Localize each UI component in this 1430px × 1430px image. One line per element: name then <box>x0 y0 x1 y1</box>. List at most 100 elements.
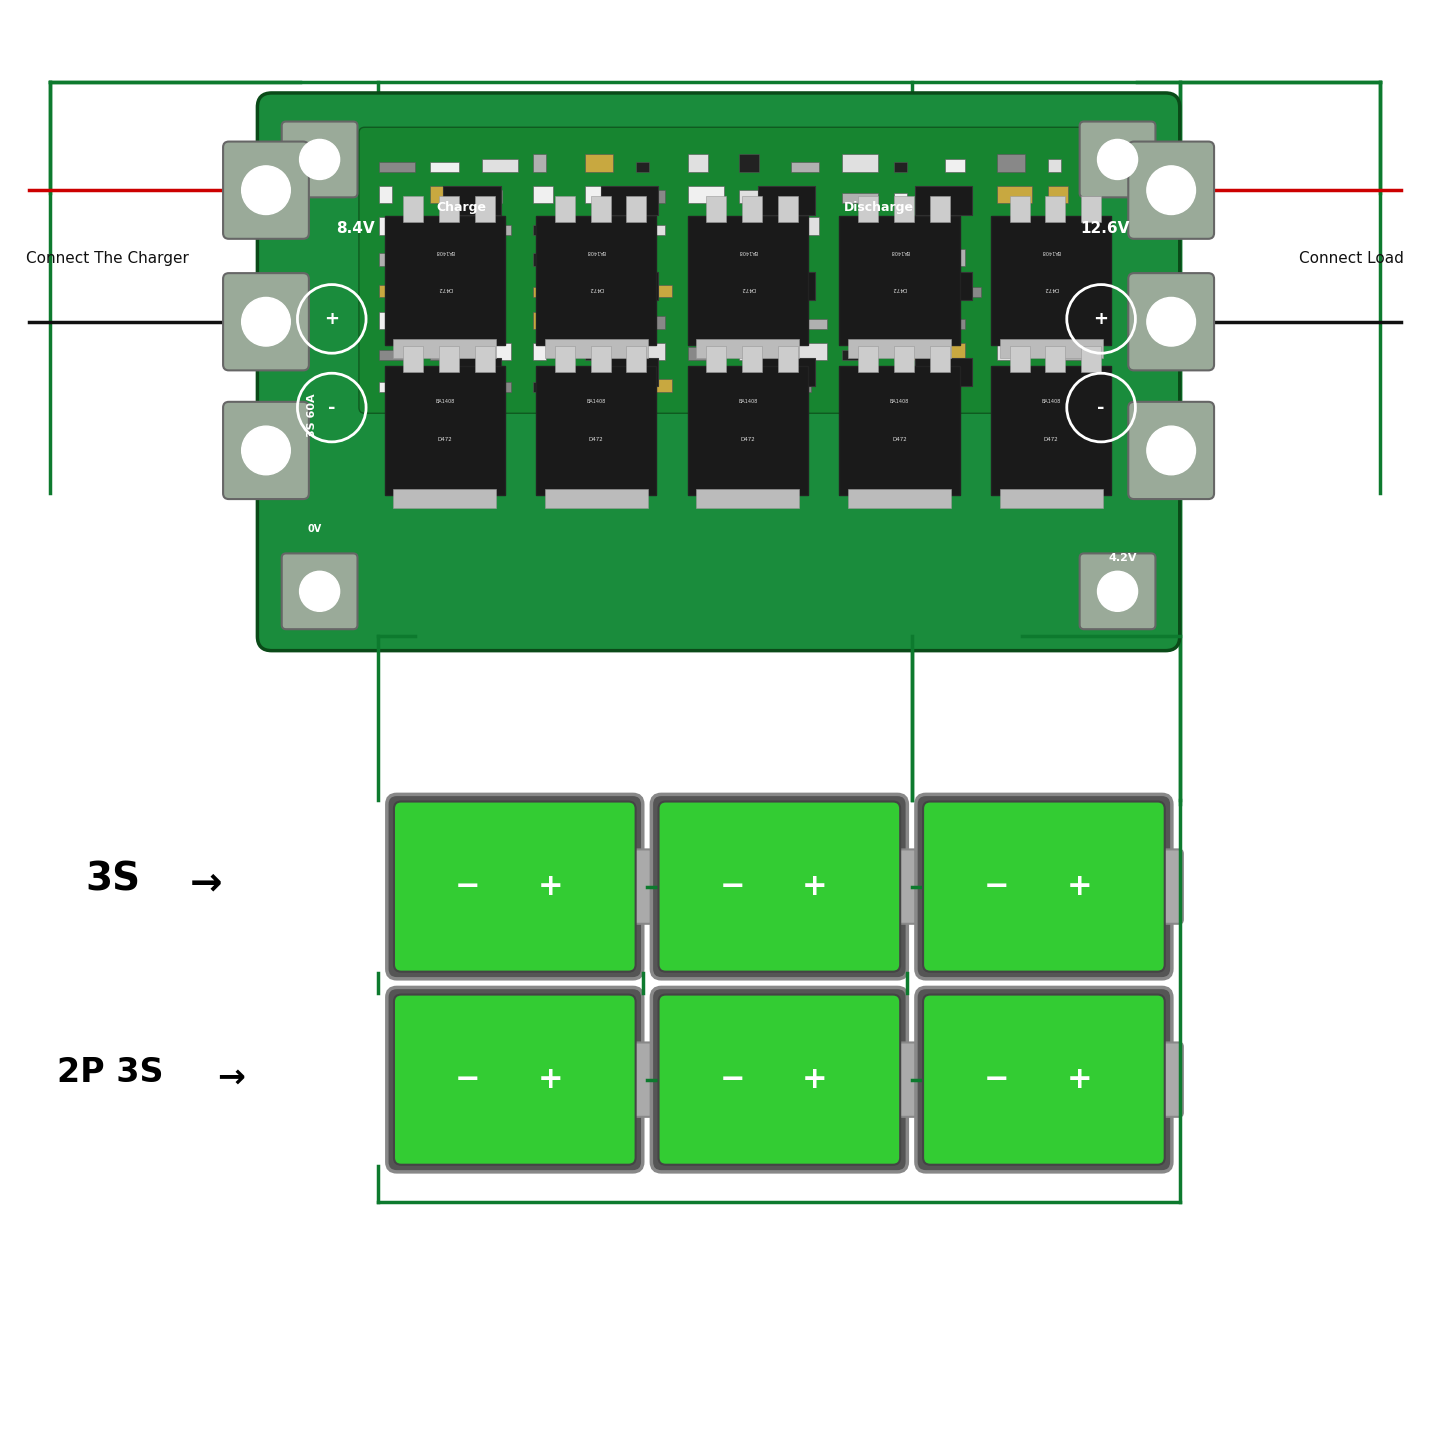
Bar <box>1048 316 1061 329</box>
Text: −: − <box>719 872 745 901</box>
Bar <box>430 225 450 235</box>
Text: →: → <box>217 1060 246 1094</box>
Bar <box>842 382 871 392</box>
Bar <box>1048 382 1084 392</box>
Bar <box>791 193 804 203</box>
Bar <box>430 319 443 329</box>
Bar <box>430 350 443 360</box>
Bar <box>482 190 502 203</box>
Text: +: + <box>1067 872 1093 901</box>
FancyBboxPatch shape <box>924 801 1164 972</box>
Bar <box>591 196 611 222</box>
Bar <box>742 346 762 372</box>
Bar <box>555 196 575 222</box>
Bar <box>430 379 450 392</box>
Bar <box>945 319 965 329</box>
FancyBboxPatch shape <box>991 366 1111 495</box>
Text: Connect The Charger: Connect The Charger <box>26 252 189 266</box>
Bar <box>443 186 500 214</box>
Bar <box>601 272 658 300</box>
Circle shape <box>300 140 340 180</box>
Text: Charge: Charge <box>436 200 486 214</box>
Bar <box>430 186 450 203</box>
Text: +: + <box>538 872 563 901</box>
FancyBboxPatch shape <box>536 216 656 345</box>
Bar <box>791 343 827 360</box>
Bar <box>482 159 518 172</box>
Bar <box>533 312 562 329</box>
Bar <box>403 196 423 222</box>
FancyBboxPatch shape <box>659 995 901 1164</box>
Bar <box>636 379 672 392</box>
FancyBboxPatch shape <box>395 801 636 972</box>
Bar <box>778 196 798 222</box>
Bar <box>894 196 914 222</box>
Bar <box>379 285 392 297</box>
FancyBboxPatch shape <box>223 402 309 499</box>
Bar <box>379 162 415 172</box>
Bar <box>585 225 621 235</box>
Text: −: − <box>984 1065 1010 1094</box>
Bar <box>739 319 752 329</box>
Text: D472: D472 <box>741 286 755 292</box>
Circle shape <box>1147 297 1195 346</box>
Bar <box>601 186 658 214</box>
FancyBboxPatch shape <box>536 366 656 495</box>
FancyBboxPatch shape <box>839 216 960 345</box>
Bar <box>1048 256 1068 266</box>
FancyBboxPatch shape <box>223 273 309 370</box>
Text: 0V: 0V <box>307 525 322 533</box>
Bar <box>403 346 423 372</box>
Text: +: + <box>1094 310 1108 327</box>
Bar <box>791 379 811 392</box>
Text: D472: D472 <box>438 436 452 442</box>
Bar <box>393 489 496 508</box>
FancyBboxPatch shape <box>257 93 1180 651</box>
Text: −: − <box>455 872 480 901</box>
FancyBboxPatch shape <box>917 988 1173 1173</box>
Bar <box>758 272 815 300</box>
Text: BA1408: BA1408 <box>435 399 455 405</box>
FancyBboxPatch shape <box>282 553 358 629</box>
Text: 8.4V: 8.4V <box>336 222 375 236</box>
FancyBboxPatch shape <box>688 366 808 495</box>
FancyBboxPatch shape <box>359 127 1100 413</box>
Text: D472: D472 <box>892 436 907 442</box>
Bar <box>533 253 553 266</box>
Bar <box>1000 339 1103 358</box>
Bar <box>1081 196 1101 222</box>
Bar <box>379 217 408 235</box>
Text: →: → <box>190 865 223 902</box>
Circle shape <box>242 166 290 214</box>
FancyBboxPatch shape <box>385 366 505 495</box>
Circle shape <box>1147 166 1195 214</box>
Bar <box>482 225 511 235</box>
FancyBboxPatch shape <box>688 216 808 345</box>
Bar <box>930 346 950 372</box>
Bar <box>739 222 775 235</box>
FancyBboxPatch shape <box>1128 142 1214 239</box>
Bar <box>894 253 930 266</box>
Text: BA1408: BA1408 <box>738 249 758 255</box>
Bar <box>430 162 459 172</box>
Bar <box>706 346 726 372</box>
Text: D472: D472 <box>589 436 603 442</box>
Bar <box>842 154 878 172</box>
Bar <box>545 489 648 508</box>
Bar <box>379 312 408 329</box>
Bar <box>997 382 1017 392</box>
FancyBboxPatch shape <box>1153 1042 1183 1117</box>
FancyBboxPatch shape <box>888 1042 918 1117</box>
Bar <box>739 253 759 266</box>
Bar <box>393 339 496 358</box>
Text: BA1408: BA1408 <box>889 399 909 405</box>
Text: D472: D472 <box>589 286 603 292</box>
Bar <box>475 196 495 222</box>
Bar <box>758 358 815 386</box>
FancyBboxPatch shape <box>623 1042 654 1117</box>
Bar <box>1010 346 1030 372</box>
Text: −: − <box>984 872 1010 901</box>
Bar <box>696 489 799 508</box>
FancyBboxPatch shape <box>924 995 1164 1164</box>
Bar <box>945 186 965 203</box>
